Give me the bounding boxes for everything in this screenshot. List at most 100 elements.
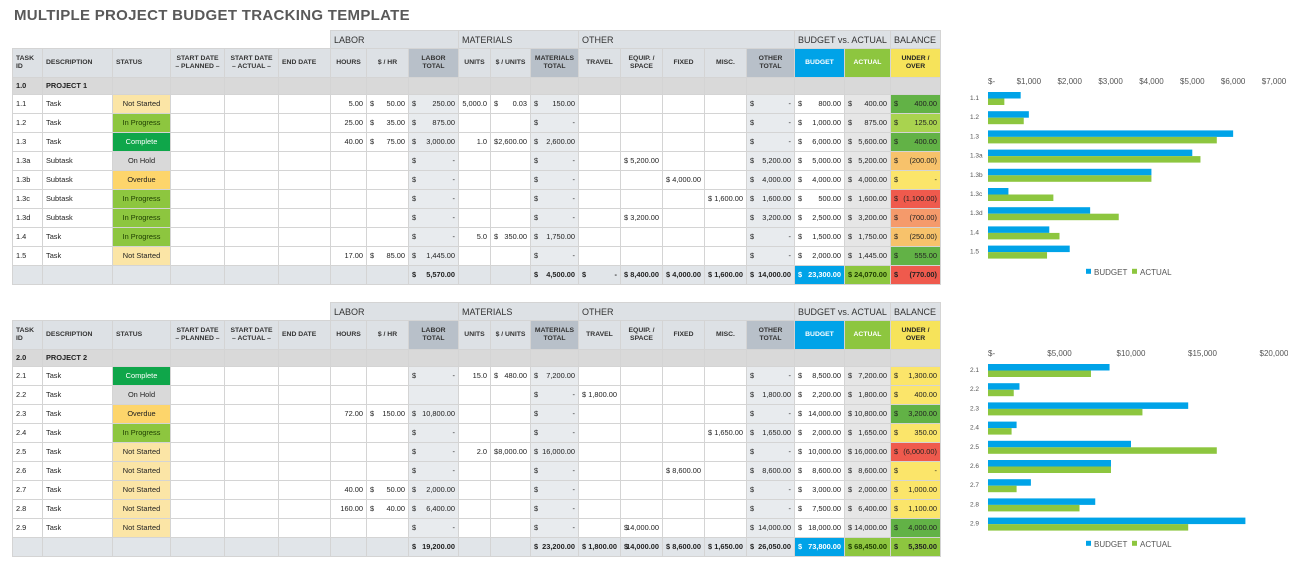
travel-cost[interactable] <box>578 404 621 424</box>
start-planned[interactable] <box>170 480 225 500</box>
task-description[interactable]: Subtask <box>42 208 113 228</box>
units[interactable] <box>458 385 491 405</box>
unit-price[interactable] <box>490 404 531 424</box>
table-row[interactable]: 1.3b Subtask Overdue $ - $ - $4,000.00 $4,000.00… <box>12 170 941 190</box>
start-planned[interactable] <box>170 113 225 133</box>
task-id[interactable]: 2.9 <box>12 518 43 538</box>
equip-cost[interactable] <box>620 442 663 462</box>
end-date[interactable] <box>278 246 331 266</box>
end-date[interactable] <box>278 385 331 405</box>
unit-price[interactable] <box>490 518 531 538</box>
travel-cost[interactable] <box>578 151 621 171</box>
travel-cost[interactable] <box>578 518 621 538</box>
fixed-cost[interactable]: $8,600.00 <box>662 461 705 481</box>
start-planned[interactable] <box>170 189 225 209</box>
task-description[interactable]: Task <box>42 480 113 500</box>
budget[interactable]: $2,000.00 <box>794 423 845 443</box>
task-id[interactable]: 2.8 <box>12 499 43 519</box>
status-cell[interactable]: Not Started <box>112 246 171 266</box>
fixed-cost[interactable] <box>662 94 705 114</box>
start-actual[interactable] <box>224 385 279 405</box>
units[interactable] <box>458 518 491 538</box>
rate[interactable]: $50.00 <box>366 480 409 500</box>
table-row[interactable]: 2.6 Task Not Started $ - $ - $8,600.00 $8,600.00… <box>12 461 941 481</box>
task-description[interactable]: Task <box>42 132 113 152</box>
start-planned[interactable] <box>170 94 225 114</box>
travel-cost[interactable] <box>578 189 621 209</box>
table-row[interactable]: 2.4 Task In Progress $ - $ - $1,650.00 $1,650.00… <box>12 423 941 443</box>
equip-cost[interactable] <box>620 94 663 114</box>
unit-price[interactable]: $480.00 <box>490 366 531 386</box>
equip-cost[interactable] <box>620 170 663 190</box>
end-date[interactable] <box>278 170 331 190</box>
units[interactable] <box>458 113 491 133</box>
travel-cost[interactable] <box>578 461 621 481</box>
start-actual[interactable] <box>224 404 279 424</box>
misc-cost[interactable] <box>704 404 747 424</box>
start-actual[interactable] <box>224 461 279 481</box>
task-description[interactable]: Task <box>42 499 113 519</box>
start-actual[interactable] <box>224 94 279 114</box>
fixed-cost[interactable] <box>662 113 705 133</box>
status-cell[interactable]: On Hold <box>112 385 171 405</box>
table-row[interactable]: 1.3c Subtask In Progress $ - $ - $1,600.00 $1,60… <box>12 189 941 209</box>
start-planned[interactable] <box>170 404 225 424</box>
budget[interactable]: $18,000.00 <box>794 518 845 538</box>
misc-cost[interactable] <box>704 461 747 481</box>
start-actual[interactable] <box>224 246 279 266</box>
equip-cost[interactable] <box>620 113 663 133</box>
status-cell[interactable]: Complete <box>112 132 171 152</box>
unit-price[interactable] <box>490 151 531 171</box>
hours[interactable]: 160.00 <box>330 499 367 519</box>
fixed-cost[interactable]: $4,000.00 <box>662 170 705 190</box>
misc-cost[interactable] <box>704 113 747 133</box>
rate[interactable]: $35.00 <box>366 113 409 133</box>
start-planned[interactable] <box>170 518 225 538</box>
misc-cost[interactable] <box>704 227 747 247</box>
table-row[interactable]: 1.3d Subtask In Progress $ - $ - $3,200.00 $3,20… <box>12 208 941 228</box>
rate[interactable] <box>366 151 409 171</box>
travel-cost[interactable] <box>578 246 621 266</box>
end-date[interactable] <box>278 366 331 386</box>
start-planned[interactable] <box>170 423 225 443</box>
units[interactable]: 15.0 <box>458 366 491 386</box>
status-cell[interactable]: Not Started <box>112 518 171 538</box>
start-planned[interactable] <box>170 499 225 519</box>
status-cell[interactable]: In Progress <box>112 189 171 209</box>
task-id[interactable]: 2.7 <box>12 480 43 500</box>
start-planned[interactable] <box>170 461 225 481</box>
rate[interactable]: $85.00 <box>366 246 409 266</box>
units[interactable] <box>458 151 491 171</box>
status-cell[interactable]: Not Started <box>112 480 171 500</box>
budget[interactable]: $500.00 <box>794 189 845 209</box>
end-date[interactable] <box>278 189 331 209</box>
units[interactable] <box>458 461 491 481</box>
fixed-cost[interactable] <box>662 404 705 424</box>
start-actual[interactable] <box>224 151 279 171</box>
table-row[interactable]: 2.1 Task Complete $ -15.0 $480.00 $7,200.00 $ - $… <box>12 366 941 386</box>
hours[interactable]: 40.00 <box>330 480 367 500</box>
task-id[interactable]: 1.3d <box>12 208 43 228</box>
travel-cost[interactable] <box>578 208 621 228</box>
units[interactable] <box>458 499 491 519</box>
table-row[interactable]: 2.3 Task Overdue 72.00 $150.00 $10,800.00 $ - $ -… <box>12 404 941 424</box>
start-actual[interactable] <box>224 442 279 462</box>
table-row[interactable]: 1.2 Task In Progress 25.00 $35.00 $875.00 $ - $ -… <box>12 113 941 133</box>
hours[interactable]: 17.00 <box>330 246 367 266</box>
budget[interactable]: $1,000.00 <box>794 113 845 133</box>
misc-cost[interactable] <box>704 518 747 538</box>
hours[interactable]: 72.00 <box>330 404 367 424</box>
equip-cost[interactable] <box>620 366 663 386</box>
budget[interactable]: $2,000.00 <box>794 246 845 266</box>
budget[interactable]: $800.00 <box>794 94 845 114</box>
end-date[interactable] <box>278 480 331 500</box>
travel-cost[interactable] <box>578 423 621 443</box>
budget[interactable]: $2,500.00 <box>794 208 845 228</box>
equip-cost[interactable]: $14,000.00 <box>620 518 663 538</box>
task-description[interactable]: Task <box>42 246 113 266</box>
task-id[interactable]: 2.2 <box>12 385 43 405</box>
start-actual[interactable] <box>224 113 279 133</box>
table-row[interactable]: 1.3a Subtask On Hold $ - $ - $5,200.00 $5,200.00… <box>12 151 941 171</box>
task-description[interactable]: Task <box>42 227 113 247</box>
task-description[interactable]: Task <box>42 94 113 114</box>
